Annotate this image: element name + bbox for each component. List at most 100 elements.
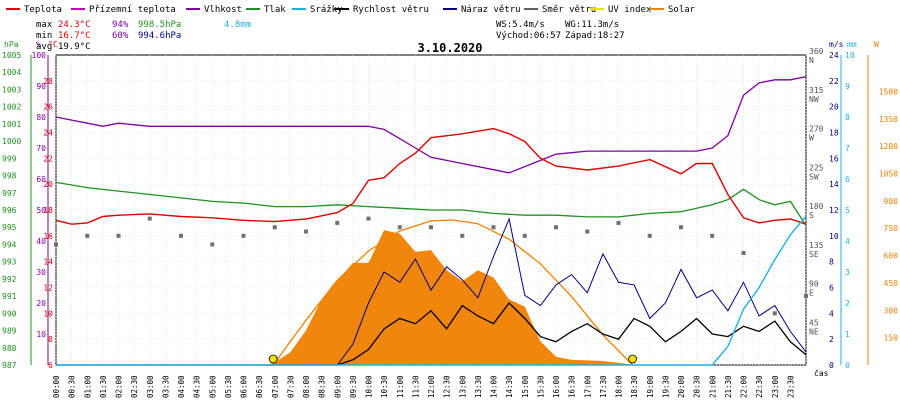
legend-label: Solar [668,5,696,15]
rain-axis-tick: 3 [845,268,850,277]
humidity-unit: % [36,40,41,49]
legend-label: Směr větru [542,5,596,15]
direction-axis-label: W [809,134,814,143]
humidity-axis-tick: 40 [36,237,46,246]
solar-axis-tick: 300 [884,306,899,315]
time-axis-tick: 12:30 [443,375,452,398]
solar-axis-tick: 450 [884,279,899,288]
pressure-unit: hPa [4,40,19,49]
time-axis-tick: 23:00 [771,375,780,398]
direction-axis-tick: 180 [809,202,824,211]
direction-axis-label: SE [809,250,819,259]
sunrise-marker [268,354,278,364]
direction-axis-tick: 270 [809,125,824,134]
time-axis-tick: 15:30 [536,375,545,398]
pressure-axis-tick: 1005 [2,51,21,60]
direction-axis-tick: 45 [809,318,819,327]
pressure-axis-tick: 990 [2,309,17,318]
wind-direction-point [397,225,402,230]
stat-max-temp: 24.3°C [58,20,91,30]
wind-direction-point [585,229,590,234]
wind-direction-point [429,225,433,230]
wind-direction-point [491,225,496,230]
rain-axis-tick: 5 [845,206,850,215]
solar-axis-tick: 1350 [879,115,898,124]
rain-axis-tick: 1 [845,330,850,339]
humidity-line [55,76,807,174]
wind-direction-point [616,220,621,225]
humidity-axis-tick: 20 [36,299,46,308]
time-axis-tick: 04:00 [177,375,186,398]
sunset-marker [628,354,637,364]
humidity-axis-tick: 50 [36,206,46,215]
stat-sunset: Západ:18:27 [565,31,625,41]
wind-direction-point [679,225,683,230]
time-axis-tick: 01:00 [83,375,92,398]
time-axis-tick: 14:30 [505,375,514,398]
wind-axis-tick: 6 [829,284,834,293]
wind-direction-point [241,233,246,238]
pressure-axis-tick: 1003 [2,85,21,94]
legend-label: Srážky [310,5,343,15]
wind-direction-point [741,251,746,256]
solar-axis-tick: 900 [884,197,899,206]
temperature-axis-tick: 6 [48,361,53,370]
stat-avg-label: avg [36,42,52,52]
solar-theoretical-line [272,219,634,366]
stat-min-press: 994.6hPa [138,31,181,41]
wind-axis-tick: 20 [829,103,839,112]
time-axis-tick: 11:30 [411,375,420,398]
time-axis-tick: 22:30 [755,375,764,398]
wind-speed-line [56,302,807,366]
pressure-axis-tick: 1000 [2,137,21,146]
chart-title: 3.10.2020 [417,41,482,55]
direction-axis-tick: 360 [809,47,824,56]
time-axis-tick: 08:00 [302,375,311,398]
time-axis-tick: 07:30 [286,375,295,398]
legend: Teplota Přízemní teplota Vlhkost Tlak Srážky… [6,5,696,15]
stat-min-hum: 60% [112,31,129,41]
pressure-axis-tick: 992 [2,275,17,284]
direction-axis-label: NE [809,327,819,336]
direction-axis-tick: 225 [809,163,824,172]
rain-axis-tick: 7 [845,144,850,153]
time-axis-tick: 06:30 [255,375,264,398]
solar-axis-tick: 1500 [879,87,898,96]
solar-axis-tick: 1200 [879,142,898,151]
time-axis-tick: 06:00 [240,375,249,398]
wind-direction-point [147,216,152,221]
time-axis-tick: 05:00 [208,375,217,398]
stat-max-press: 998.5hPa [138,20,181,30]
wind-direction-point [772,311,777,316]
legend-label: Tlak [264,5,286,15]
stat-sunrise: Východ:06:57 [496,31,561,41]
time-axis-tick: 20:00 [677,375,686,398]
rain-axis-tick: 6 [845,175,850,184]
direction-axis-label: N [809,56,814,65]
solar-unit: W [874,40,879,49]
stat-rain: 4.8mm [224,20,251,30]
time-axis-tick: 09:00 [333,375,342,398]
pressure-axis-tick: 987 [2,361,17,370]
time-axis-tick: 03:00 [146,375,155,398]
solar-axis-tick: 750 [884,224,899,233]
wind-axis-tick: 12 [829,206,839,215]
time-axis-tick: 20:30 [693,375,702,398]
time-axis-tick: 04:30 [193,375,202,398]
stat-max-label: max [36,20,53,30]
legend-label: Náraz větru [461,5,521,15]
direction-axis-tick: 90 [809,280,819,289]
humidity-axis-tick: 90 [36,82,46,91]
wind-unit: m/s [829,40,844,49]
wind-direction-point [554,225,558,230]
time-axis-tick: 17:00 [583,375,592,398]
time-axis-tick: 18:30 [630,375,639,398]
legend-label: Vlhkost [204,5,242,15]
direction-axis-label: S [809,211,814,220]
wind-axis-tick: 22 [829,77,839,86]
time-axis-tick: 11:00 [396,375,405,398]
temperature-line [55,127,807,225]
direction-axis-tick: 135 [809,241,824,250]
rain-axis-tick: 10 [845,51,855,60]
